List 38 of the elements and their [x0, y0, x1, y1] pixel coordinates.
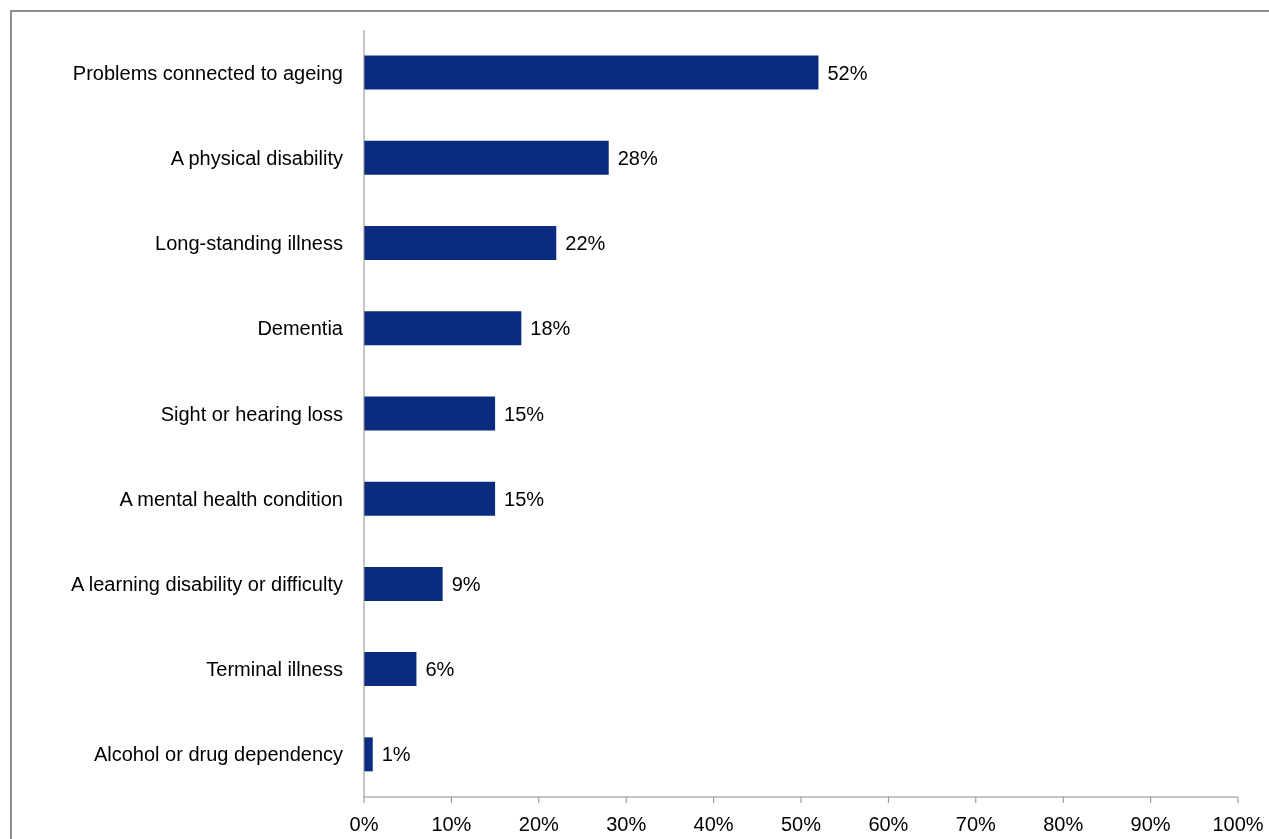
data-label: 15% — [504, 402, 545, 425]
data-label: 22% — [565, 232, 606, 255]
bar — [364, 140, 609, 175]
y-tick-label: Long-standing illness — [155, 232, 343, 255]
x-tick-label: 90% — [1130, 813, 1171, 836]
x-tick-label: 70% — [955, 813, 997, 836]
x-tick-label: 60% — [868, 813, 909, 836]
bar — [364, 652, 417, 687]
data-label: 18% — [530, 317, 571, 340]
y-tick-label: A learning disability or difficulty — [71, 573, 343, 596]
data-label: 28% — [617, 146, 658, 169]
x-tick-label: 100% — [1212, 813, 1264, 836]
y-tick-label: Problems connected to ageing — [72, 61, 343, 84]
y-tick-label: Terminal illness — [206, 658, 343, 681]
x-tick-label: 0% — [349, 813, 379, 836]
x-tick-label: 50% — [780, 813, 822, 836]
bar — [364, 55, 819, 90]
y-tick-label: Sight or hearing loss — [160, 402, 343, 425]
y-tick-label: Dementia — [257, 317, 344, 340]
data-label: 1% — [381, 743, 411, 766]
bar — [364, 396, 496, 431]
x-tick-label: 10% — [431, 813, 472, 836]
y-tick-label: A mental health condition — [119, 487, 343, 510]
x-tick-label: 80% — [1043, 813, 1084, 836]
y-tick-label: A physical disability — [170, 146, 343, 169]
y-tick-label: Alcohol or drug dependency — [93, 743, 343, 766]
data-label: 6% — [425, 658, 455, 681]
bar — [364, 737, 373, 772]
x-tick-label: 30% — [606, 813, 647, 836]
bar — [364, 226, 557, 261]
x-tick-label: 40% — [693, 813, 734, 836]
data-label: 15% — [504, 487, 545, 510]
bar — [364, 311, 522, 346]
x-tick-label: 20% — [518, 813, 560, 836]
bar — [364, 481, 496, 516]
data-label: 9% — [451, 573, 481, 595]
data-label: 52% — [827, 61, 868, 84]
bar — [364, 566, 443, 601]
